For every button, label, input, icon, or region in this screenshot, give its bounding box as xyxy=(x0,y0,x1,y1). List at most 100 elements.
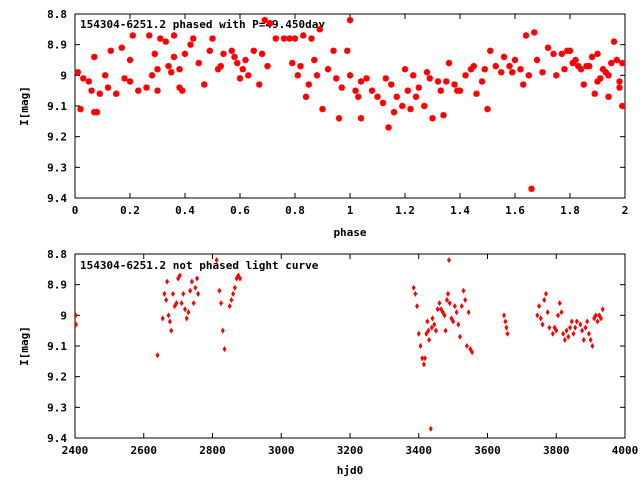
data-point xyxy=(338,84,345,91)
x-tick-label: 2600 xyxy=(131,444,158,457)
data-point xyxy=(463,297,468,303)
data-point xyxy=(550,50,557,58)
x-tick-label: 1 xyxy=(347,204,354,217)
data-point xyxy=(569,59,576,67)
data-point xyxy=(588,336,593,343)
y-tick-label: 9.1 xyxy=(47,100,67,113)
phased-y-axis-label: I[mag] xyxy=(18,86,31,126)
y-tick-label: 9 xyxy=(60,69,67,82)
data-point xyxy=(267,20,274,27)
x-tick-label: 3200 xyxy=(337,444,364,457)
data-point xyxy=(190,35,197,42)
data-point xyxy=(390,108,398,116)
data-point xyxy=(502,312,506,319)
x-tick-label: 3800 xyxy=(543,444,570,457)
data-point xyxy=(492,62,499,70)
data-point xyxy=(437,87,444,94)
data-point xyxy=(379,99,387,107)
data-point xyxy=(415,84,422,91)
data-point xyxy=(234,59,241,67)
x-tick-label: 0.4 xyxy=(175,204,195,217)
x-tick-label: 2400 xyxy=(62,444,89,457)
y-tick-label: 9.2 xyxy=(47,131,67,144)
data-point xyxy=(425,318,430,325)
data-point xyxy=(129,32,136,39)
data-point xyxy=(170,53,178,61)
data-point xyxy=(600,306,605,313)
data-point xyxy=(456,321,461,328)
x-tick-label: 3000 xyxy=(268,444,295,457)
data-point xyxy=(586,330,591,337)
y-tick-label: 9.3 xyxy=(47,161,67,174)
data-point xyxy=(74,69,81,76)
y-tick-label: 9 xyxy=(60,309,67,322)
phased-chart-title: 154304-6251.2 phased with P=49.450day xyxy=(80,18,325,31)
data-point xyxy=(522,32,530,39)
phased-plot-frame xyxy=(74,13,626,199)
data-point xyxy=(470,62,477,70)
data-point xyxy=(578,321,583,328)
data-point xyxy=(545,309,550,316)
data-point xyxy=(330,47,337,54)
data-point xyxy=(558,50,565,58)
data-point xyxy=(500,53,508,61)
data-point xyxy=(324,66,332,73)
data-point xyxy=(543,290,548,297)
data-point xyxy=(470,349,475,356)
x-tick-label: 3400 xyxy=(406,444,433,457)
y-tick-label: 8.9 xyxy=(47,39,67,52)
data-point xyxy=(602,69,609,76)
data-point xyxy=(458,333,462,340)
data-point xyxy=(206,47,213,54)
data-point xyxy=(187,41,194,48)
data-point xyxy=(181,290,186,297)
data-point xyxy=(162,38,169,45)
data-point xyxy=(520,81,527,88)
data-point xyxy=(467,66,475,73)
data-point xyxy=(564,327,569,334)
data-point xyxy=(231,290,236,297)
data-point xyxy=(424,330,429,337)
data-point xyxy=(195,275,200,282)
data-point xyxy=(164,297,169,303)
data-point xyxy=(96,90,103,97)
data-point xyxy=(447,300,452,307)
data-point xyxy=(201,81,208,88)
data-point xyxy=(135,87,142,94)
data-point xyxy=(619,102,626,110)
data-point xyxy=(517,66,524,73)
data-point xyxy=(155,352,160,359)
data-point xyxy=(165,278,170,285)
data-point xyxy=(399,102,406,110)
data-point xyxy=(571,330,576,337)
data-point xyxy=(511,56,519,64)
unphased-points xyxy=(73,257,605,432)
data-point xyxy=(426,327,431,334)
x-tick-label: 0.6 xyxy=(230,204,250,217)
data-point xyxy=(355,93,362,100)
data-point xyxy=(420,355,425,362)
data-point xyxy=(447,257,451,264)
data-point xyxy=(528,185,535,192)
data-point xyxy=(401,66,409,73)
data-point xyxy=(374,93,381,100)
data-point xyxy=(605,72,612,79)
data-point xyxy=(297,62,304,70)
data-point xyxy=(473,90,480,97)
data-point xyxy=(239,66,246,73)
data-point xyxy=(333,75,340,82)
data-point xyxy=(179,87,186,94)
data-point xyxy=(550,330,555,337)
data-point xyxy=(168,69,175,76)
data-point xyxy=(583,324,588,331)
x-tick-label: 1.2 xyxy=(395,204,415,217)
data-point xyxy=(580,81,587,88)
data-point xyxy=(568,324,572,331)
data-point xyxy=(451,81,458,88)
y-tick-label: 8.9 xyxy=(47,279,67,292)
data-point xyxy=(588,53,596,61)
data-point xyxy=(580,327,585,334)
data-point xyxy=(462,72,469,79)
data-point xyxy=(509,69,516,76)
data-point xyxy=(547,324,552,331)
